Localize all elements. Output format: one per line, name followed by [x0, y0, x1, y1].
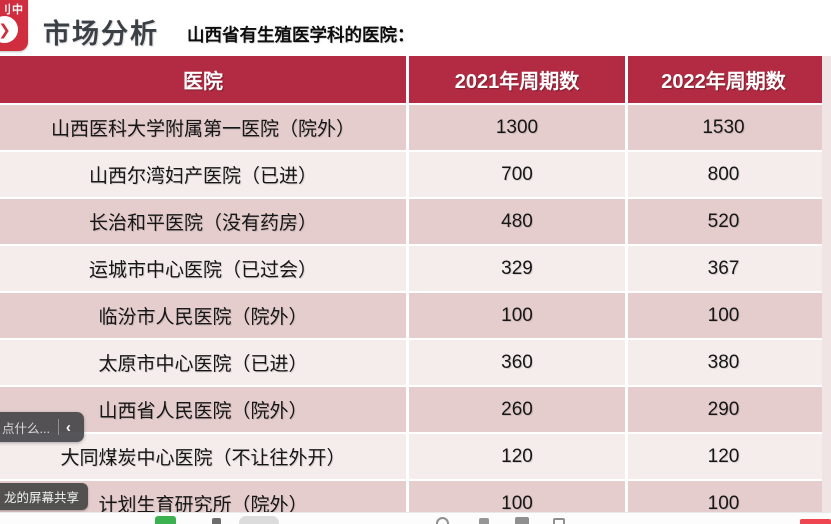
hospital-name-cell: 太原市中心医院（已进） — [0, 340, 409, 385]
screen-share-owner-badge: 龙的屏幕共享 — [0, 483, 89, 510]
hospital-name-cell: 运城市中心医院（已过会） — [0, 246, 409, 291]
collapse-chevron-icon[interactable]: ‹ — [65, 418, 71, 436]
cycle-count-cell: 100 — [409, 293, 628, 338]
share-arrow-icon: ❯ — [0, 16, 18, 43]
taskbar-red-button[interactable] — [800, 519, 831, 524]
cycle-count-cell: 700 — [409, 152, 628, 197]
slide-title-area: 市场分析 山西省有生殖医学科的医院： — [0, 0, 831, 56]
cycle-count-cell: 100 — [409, 481, 628, 524]
chat-input-pill[interactable]: 点什么... ‹ — [0, 412, 84, 442]
cycle-count-cell: 290 — [707, 398, 740, 420]
cycle-count-cell: 360 — [409, 340, 628, 385]
cycle-count-cell: 480 — [409, 199, 628, 244]
page-subtitle: 山西省有生殖医学科的医院： — [187, 25, 415, 45]
hospital-name-cell: 山西尔湾妇产医院（已进） — [0, 152, 409, 197]
cycle-count-cell: 100 — [707, 492, 740, 514]
table-row: 山西尔湾妇产医院（已进） 700 800 — [0, 150, 822, 197]
taskbar-circle-icon[interactable] — [436, 517, 449, 524]
table-row: 长治和平医院（没有药房） 480 520 — [0, 197, 822, 244]
hospital-name-cell: 大同煤炭中心医院（不让往外开） — [0, 434, 409, 479]
cycle-count-cell: 380 — [707, 351, 740, 373]
cycle-count-cell: 800 — [707, 163, 740, 185]
hospital-name-cell: 山西医科大学附属第一医院（院外） — [0, 105, 409, 150]
recording-badge[interactable]: 刂中 ❯ — [0, 0, 28, 51]
header-hospital: 医院 — [0, 56, 409, 103]
header-2022-cycles: 2022年周期数 — [661, 71, 786, 93]
cycle-count-cell: 329 — [409, 246, 628, 291]
table-row: 山西省人民医院（院外） 260 290 — [0, 385, 822, 432]
taskbar-app-icon-3[interactable] — [553, 518, 565, 524]
table-body: 山西医科大学附属第一医院（院外） 1300 1530 山西尔湾妇产医院（已进） 700 8… — [0, 103, 822, 524]
taskbar-search-pill[interactable] — [239, 516, 279, 524]
taskbar-app-green-icon[interactable] — [155, 516, 176, 524]
hospital-name-cell: 计划生育研究所（院外） — [0, 481, 409, 524]
pill-divider — [57, 419, 59, 435]
hospital-name-cell: 临汾市人民医院（院外） — [0, 293, 409, 338]
slide-right-margin — [822, 56, 831, 512]
share-badge-label: 龙的屏幕共享 — [4, 491, 80, 505]
cycle-count-cell: 100 — [707, 304, 740, 326]
taskbar-app-dark-icon[interactable] — [212, 518, 221, 524]
cycle-count-cell: 520 — [707, 210, 740, 232]
recording-badge-label: 刂中 — [0, 4, 24, 16]
taskbar-app-icon-2[interactable] — [515, 517, 529, 524]
taskbar-app-icon-1[interactable] — [479, 518, 489, 524]
table-row: 大同煤炭中心医院（不让往外开） 120 120 — [0, 432, 822, 479]
hospital-name-cell: 山西省人民医院（院外） — [0, 387, 409, 432]
header-2021-cycles: 2021年周期数 — [409, 56, 628, 103]
table-row: 临汾市人民医院（院外） 100 100 — [0, 291, 822, 338]
hospital-name-cell: 长治和平医院（没有药房） — [0, 199, 409, 244]
page-title: 市场分析 — [43, 19, 159, 49]
cycle-count-cell: 367 — [707, 257, 740, 279]
table-row: 运城市中心医院（已过会） 329 367 — [0, 244, 822, 291]
cycle-count-cell: 1530 — [702, 116, 745, 138]
table-row: 太原市中心医院（已进） 360 380 — [0, 338, 822, 385]
cycle-count-cell: 120 — [707, 445, 740, 467]
hospital-cycle-table: 医院 2021年周期数 2022年周期数 山西医科大学附属第一医院（院外） 130… — [0, 56, 822, 524]
cycle-count-cell: 120 — [409, 434, 628, 479]
cycle-count-cell: 1300 — [409, 105, 628, 150]
cycle-count-cell: 260 — [409, 387, 628, 432]
chat-placeholder: 点什么... — [2, 421, 50, 436]
taskbar-strip — [0, 512, 831, 524]
table-header-row: 医院 2021年周期数 2022年周期数 — [0, 56, 822, 103]
table-row: 山西医科大学附属第一医院（院外） 1300 1530 — [0, 103, 822, 150]
